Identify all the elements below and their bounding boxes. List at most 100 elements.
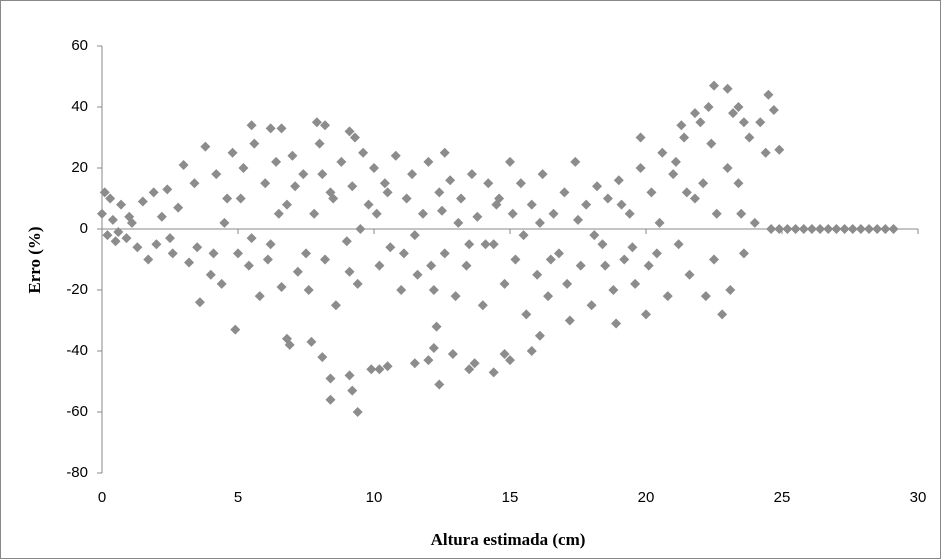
point <box>352 278 363 289</box>
point <box>276 123 287 134</box>
point <box>371 208 382 219</box>
point <box>336 156 347 167</box>
point <box>287 150 298 161</box>
point <box>192 242 203 253</box>
point <box>472 211 483 222</box>
point <box>592 181 603 192</box>
x-tick-label: 25 <box>774 489 791 506</box>
point <box>559 187 570 198</box>
point <box>99 187 110 198</box>
point <box>570 156 581 167</box>
point <box>124 211 135 222</box>
point <box>600 260 611 271</box>
point <box>374 364 385 375</box>
point <box>238 163 249 173</box>
point <box>121 233 132 244</box>
point <box>344 266 355 277</box>
point <box>369 163 379 173</box>
point <box>738 248 749 259</box>
point <box>700 291 711 302</box>
point <box>646 187 657 198</box>
point <box>673 239 684 250</box>
point <box>717 309 728 320</box>
point <box>499 349 510 360</box>
point <box>189 178 200 189</box>
x-tick-label: 20 <box>638 489 655 506</box>
point <box>330 300 341 311</box>
point <box>526 199 537 210</box>
point <box>151 239 162 250</box>
point <box>347 385 358 396</box>
point <box>439 147 450 158</box>
point <box>165 233 175 244</box>
point <box>488 367 499 378</box>
point <box>703 102 714 112</box>
point <box>662 291 673 302</box>
y-tick-label: -60 <box>66 403 88 420</box>
point <box>105 193 116 204</box>
point <box>477 300 488 311</box>
point <box>534 330 545 341</box>
point <box>374 260 385 271</box>
point <box>417 208 428 219</box>
point <box>616 199 627 210</box>
point <box>774 144 785 155</box>
point <box>439 248 450 259</box>
point <box>344 370 355 381</box>
point <box>385 242 396 253</box>
point <box>309 208 320 219</box>
point <box>630 278 641 289</box>
point <box>872 224 883 234</box>
point <box>543 291 554 302</box>
point <box>749 217 760 228</box>
point <box>409 358 420 369</box>
point <box>235 193 246 204</box>
point <box>260 178 271 189</box>
y-axis-label: Erro (%) <box>25 226 44 293</box>
point <box>434 187 445 198</box>
point <box>97 208 107 219</box>
point <box>184 257 195 268</box>
point <box>855 224 866 234</box>
point <box>815 224 826 234</box>
point <box>627 242 638 253</box>
point <box>613 175 624 186</box>
point <box>456 193 467 204</box>
x-tick-label: 10 <box>366 489 383 506</box>
point <box>722 163 733 173</box>
point <box>806 224 817 234</box>
point <box>619 254 630 265</box>
point <box>355 224 366 234</box>
point <box>341 236 352 247</box>
point <box>306 336 317 347</box>
y-tick-label: 20 <box>71 159 88 176</box>
point <box>162 184 173 195</box>
point <box>290 181 301 192</box>
point <box>670 156 681 167</box>
point <box>194 297 205 308</box>
point <box>709 254 719 265</box>
point <box>888 224 899 234</box>
point <box>102 230 113 241</box>
point <box>265 239 276 250</box>
point <box>733 178 744 189</box>
point <box>736 208 747 219</box>
point <box>589 230 600 241</box>
point <box>328 193 339 204</box>
point <box>325 373 336 384</box>
point <box>363 199 374 210</box>
point <box>880 224 891 234</box>
point <box>499 278 510 289</box>
point <box>396 285 407 295</box>
point <box>711 208 722 219</box>
point <box>205 269 216 280</box>
x-tick-label: 15 <box>502 489 519 506</box>
point <box>317 169 328 180</box>
point <box>643 260 654 271</box>
point <box>426 260 437 271</box>
point <box>116 199 127 210</box>
point <box>681 187 692 198</box>
point <box>532 269 543 280</box>
point <box>641 309 651 320</box>
